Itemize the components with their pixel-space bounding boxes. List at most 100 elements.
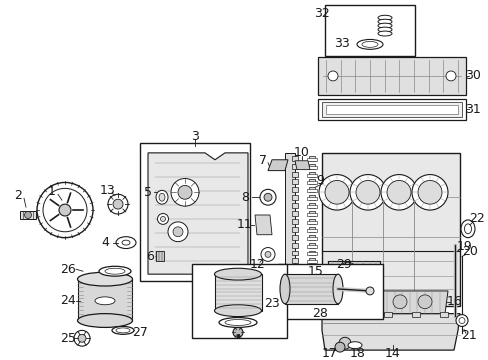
Circle shape [386, 180, 410, 204]
Bar [140, 143, 249, 281]
Circle shape [108, 194, 128, 214]
Ellipse shape [112, 327, 134, 334]
Ellipse shape [77, 272, 132, 286]
Polygon shape [267, 160, 287, 171]
Bar [291, 243, 297, 248]
Bar [192, 264, 286, 338]
Bar [355, 312, 363, 316]
Circle shape [261, 248, 274, 261]
Bar [291, 203, 297, 208]
Bar [291, 235, 297, 240]
Polygon shape [327, 261, 379, 281]
Circle shape [260, 189, 275, 205]
Text: 19: 19 [456, 240, 472, 253]
Text: 5: 5 [143, 186, 152, 199]
Bar [306, 181, 316, 184]
Bar [291, 211, 297, 216]
Ellipse shape [105, 268, 125, 274]
Bar [306, 213, 316, 216]
Text: 9: 9 [315, 174, 323, 187]
Bar [306, 197, 316, 200]
Text: 22: 22 [468, 212, 484, 225]
Circle shape [171, 179, 199, 206]
Ellipse shape [77, 314, 132, 328]
Circle shape [325, 180, 348, 204]
Bar [306, 244, 316, 248]
Text: 32: 32 [313, 7, 329, 20]
Text: 21: 21 [460, 329, 476, 342]
Bar [20, 211, 36, 219]
Bar [291, 219, 297, 224]
Text: 18: 18 [349, 347, 365, 360]
Text: 15: 15 [307, 265, 323, 278]
Bar [291, 172, 297, 176]
Circle shape [380, 175, 416, 210]
Circle shape [24, 212, 31, 219]
Bar [306, 237, 316, 240]
Bar [308, 195, 314, 200]
Circle shape [37, 183, 93, 238]
Bar [308, 282, 314, 287]
Bar [291, 251, 297, 256]
Bar [306, 260, 316, 263]
Circle shape [338, 262, 356, 280]
Circle shape [318, 175, 354, 210]
Polygon shape [321, 314, 459, 350]
Text: 26: 26 [60, 263, 76, 276]
Ellipse shape [377, 19, 391, 24]
Bar [306, 221, 316, 224]
Ellipse shape [116, 237, 136, 248]
Polygon shape [78, 279, 132, 320]
Bar [321, 102, 461, 117]
Circle shape [365, 287, 373, 295]
Circle shape [392, 295, 406, 309]
Ellipse shape [280, 274, 289, 304]
Bar [291, 156, 297, 161]
Ellipse shape [361, 41, 377, 47]
Bar [291, 188, 297, 192]
Bar [308, 258, 314, 263]
Bar [306, 229, 316, 232]
Text: 13: 13 [100, 184, 116, 197]
Text: 27: 27 [132, 326, 148, 339]
Polygon shape [285, 153, 294, 301]
Ellipse shape [347, 342, 361, 348]
Ellipse shape [356, 40, 382, 49]
Circle shape [417, 180, 441, 204]
Bar [291, 164, 297, 168]
Bar [325, 104, 457, 114]
Circle shape [173, 227, 183, 237]
Bar [308, 290, 314, 295]
Ellipse shape [156, 190, 168, 204]
Bar [156, 252, 163, 261]
Circle shape [367, 295, 381, 309]
Bar [308, 227, 314, 232]
Bar [308, 243, 314, 248]
Bar [308, 180, 314, 184]
Bar [306, 205, 316, 208]
Circle shape [411, 175, 447, 210]
Bar [327, 312, 335, 316]
Circle shape [349, 175, 385, 210]
Circle shape [342, 295, 356, 309]
Text: 4: 4 [101, 236, 109, 249]
Ellipse shape [224, 320, 250, 325]
Ellipse shape [214, 305, 261, 316]
Ellipse shape [219, 318, 257, 328]
Ellipse shape [159, 193, 164, 201]
Circle shape [355, 180, 379, 204]
Circle shape [338, 337, 350, 349]
Ellipse shape [464, 224, 470, 234]
Bar [308, 164, 314, 168]
Bar [291, 227, 297, 232]
Circle shape [445, 71, 455, 81]
Ellipse shape [122, 240, 130, 245]
Bar [306, 158, 316, 161]
Text: 3: 3 [191, 130, 199, 143]
Text: 31: 31 [464, 103, 480, 116]
Ellipse shape [460, 220, 474, 238]
Circle shape [264, 193, 271, 201]
Circle shape [232, 328, 243, 337]
Bar [308, 266, 314, 271]
Polygon shape [331, 291, 447, 314]
